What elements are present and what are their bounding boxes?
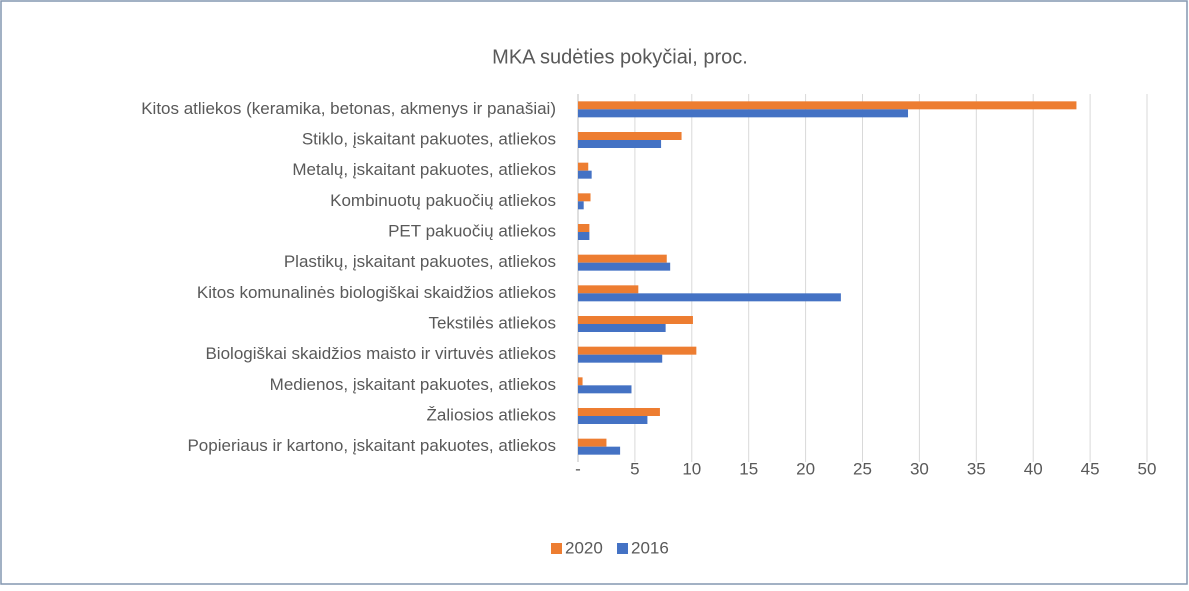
bar — [578, 408, 660, 416]
x-tick-label: 45 — [1081, 459, 1100, 478]
x-tick-label: 5 — [630, 459, 639, 478]
y-tick-label: Žaliosios atliekos — [427, 405, 556, 424]
bar — [578, 324, 666, 332]
bar — [578, 385, 632, 394]
bar — [578, 170, 592, 179]
y-tick-label: Popieriaus ir kartono, įskaitant pakuote… — [187, 436, 556, 455]
bar — [578, 316, 693, 324]
x-tick-label: 10 — [682, 459, 701, 478]
x-tick-label: 20 — [796, 459, 815, 478]
bar — [578, 346, 697, 355]
bar — [578, 101, 1077, 110]
bar — [578, 254, 667, 263]
bar — [578, 132, 682, 140]
bar — [578, 446, 621, 455]
bar — [578, 193, 591, 202]
x-tick-label: 30 — [910, 459, 929, 478]
x-tick-label: 25 — [853, 459, 872, 478]
bar — [578, 438, 607, 447]
bar — [578, 201, 584, 210]
y-tick-label: Kombinuotų pakuočių atliekos — [330, 191, 556, 210]
bar — [578, 354, 663, 363]
y-tick-label: Biologiškai skaidžios maisto ir virtuvės… — [205, 344, 556, 363]
bar — [578, 262, 671, 271]
legend-label: 2020 — [565, 538, 603, 557]
bar — [578, 232, 590, 240]
legend-swatch — [617, 543, 628, 554]
y-tick-label: Medienos, įskaitant pakuotes, atliekos — [270, 375, 556, 394]
bar — [578, 224, 590, 232]
y-tick-label: Kitos atliekos (keramika, betonas, akmen… — [141, 99, 556, 118]
legend-swatch — [551, 543, 562, 554]
bar — [578, 140, 662, 148]
legend-label: 2016 — [631, 538, 669, 557]
x-tick-label: 35 — [967, 459, 986, 478]
y-tick-label: Metalų, įskaitant pakuotes, atliekos — [292, 160, 556, 179]
x-tick-label: 40 — [1024, 459, 1043, 478]
y-tick-label: Tekstilės atliekos — [428, 313, 556, 332]
y-tick-label: PET pakuočių atliekos — [388, 221, 556, 240]
x-tick-label: 50 — [1138, 459, 1157, 478]
x-tick-label: 15 — [739, 459, 758, 478]
y-tick-label: Plastikų, įskaitant pakuotes, atliekos — [284, 252, 556, 271]
bar — [578, 293, 841, 302]
bar — [578, 109, 909, 118]
chart-title: MKA sudėties pokyčiai, proc. — [492, 46, 748, 68]
bar — [578, 162, 589, 171]
y-tick-label: Kitos komunalinės biologiškai skaidžios … — [197, 283, 556, 302]
x-tick-label: - — [575, 459, 581, 478]
y-tick-label: Stiklo, įskaitant pakuotes, atliekos — [302, 129, 556, 148]
bar — [578, 285, 639, 294]
bar — [578, 377, 583, 386]
bar — [578, 416, 648, 424]
